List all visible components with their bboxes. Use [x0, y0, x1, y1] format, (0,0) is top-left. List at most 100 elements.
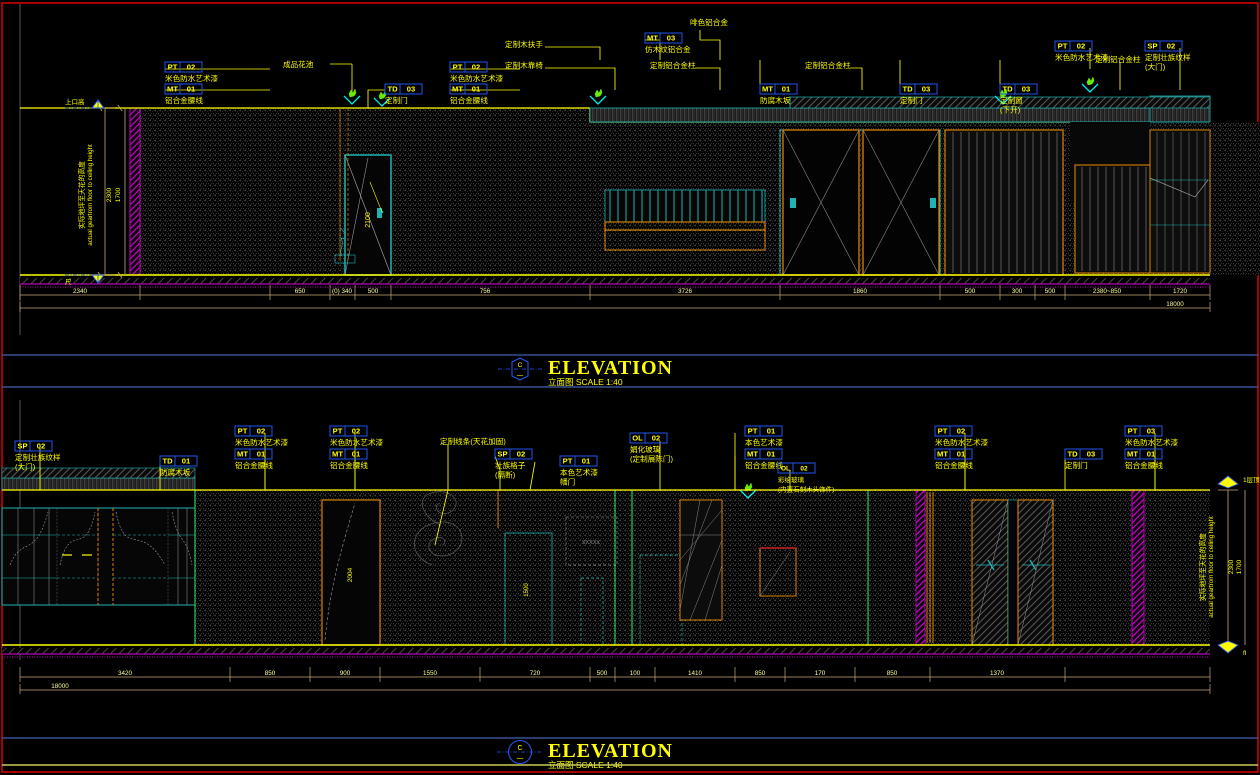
svg-text:MT: MT — [452, 84, 463, 93]
svg-text:米色防水艺术漆: 米色防水艺术漆 — [330, 437, 384, 447]
svg-text:18000: 18000 — [51, 683, 69, 690]
svg-text:MT: MT — [762, 84, 773, 93]
svg-text:定制木扶手: 定制木扶手 — [505, 39, 543, 49]
svg-text:TD: TD — [1002, 84, 1013, 93]
svg-text:01: 01 — [782, 84, 791, 93]
svg-text:本色艺术漆: 本色艺术漆 — [745, 437, 783, 447]
svg-text:18000: 18000 — [1166, 301, 1184, 308]
svg-text:2300: 2300 — [1228, 559, 1235, 574]
svg-text:定制铝合金柱: 定制铝合金柱 — [650, 60, 696, 70]
svg-text:上口高: 上口高 — [65, 97, 85, 106]
svg-text:500: 500 — [368, 288, 379, 295]
svg-text:PT: PT — [1058, 41, 1068, 50]
svg-text:铝合金腰线: 铝合金腰线 — [330, 460, 368, 470]
svg-text:TD: TD — [1067, 449, 1078, 458]
svg-text:500: 500 — [965, 288, 976, 295]
svg-text:ELEVATION: ELEVATION — [548, 740, 673, 762]
svg-text:(0) 340: (0) 340 — [332, 288, 352, 295]
svg-text:成品花池: 成品花池 — [283, 59, 314, 69]
svg-text:03: 03 — [667, 33, 675, 42]
svg-text:一: 一 — [517, 373, 524, 380]
svg-text:立面图 SCALE 1:40: 立面图 SCALE 1:40 — [548, 377, 623, 387]
svg-text:啡色铝合金: 啡色铝合金 — [690, 17, 728, 27]
svg-text:1层顶板: 1层顶板 — [1243, 475, 1260, 484]
svg-text:01: 01 — [582, 456, 591, 465]
svg-text:756: 756 — [480, 288, 491, 295]
svg-text:850: 850 — [755, 670, 766, 677]
svg-text:actual geartrom floor to ceili: actual geartrom floor to ceiling height — [87, 144, 94, 246]
svg-text:定制木靠椅: 定制木靠椅 — [505, 60, 543, 70]
svg-text:02: 02 — [472, 62, 480, 71]
svg-text:01: 01 — [472, 84, 481, 93]
svg-text:铝合金腰线: 铝合金腰线 — [1125, 460, 1163, 470]
svg-text:720: 720 — [530, 670, 541, 677]
svg-text:(下开): (下开) — [1000, 106, 1021, 115]
svg-text:500: 500 — [1045, 288, 1056, 295]
svg-text:01: 01 — [182, 456, 191, 465]
svg-text:定制门: 定制门 — [900, 95, 923, 105]
svg-text:米色防水艺术漆: 米色防水艺术漆 — [235, 437, 289, 447]
svg-text:SP: SP — [497, 449, 507, 458]
svg-text:PT: PT — [238, 426, 248, 435]
svg-text:02: 02 — [352, 426, 360, 435]
svg-text:MT: MT — [237, 449, 248, 458]
svg-text:03: 03 — [922, 84, 930, 93]
svg-text:01: 01 — [1147, 449, 1156, 458]
svg-text:铝合金腰线: 铝合金腰线 — [935, 460, 973, 470]
svg-text:02: 02 — [1077, 41, 1085, 50]
svg-text:(大门): (大门) — [1145, 62, 1166, 72]
svg-text:PT: PT — [748, 426, 758, 435]
svg-text:PT: PT — [453, 62, 463, 71]
svg-text:03: 03 — [1022, 84, 1030, 93]
svg-text:1550: 1550 — [423, 670, 438, 677]
svg-text:C: C — [517, 745, 522, 752]
svg-text:OL: OL — [781, 465, 790, 472]
svg-text:定制窗: 定制窗 — [1000, 95, 1023, 105]
svg-text:2300: 2300 — [106, 187, 113, 202]
svg-text:170: 170 — [815, 670, 826, 677]
svg-text:1860: 1860 — [853, 288, 868, 295]
svg-text:500: 500 — [597, 670, 608, 677]
svg-text:米色防水艺术漆: 米色防水艺术漆 — [1125, 437, 1179, 447]
svg-text:TD: TD — [387, 84, 398, 93]
svg-text:02: 02 — [37, 441, 45, 450]
svg-text:02: 02 — [1167, 41, 1175, 50]
svg-text:02: 02 — [257, 426, 265, 435]
svg-text:定制壮族纹样: 定制壮族纹样 — [15, 452, 61, 462]
svg-text:1700: 1700 — [1236, 559, 1243, 574]
svg-text:TD: TD — [162, 456, 173, 465]
svg-text:米色防水艺术漆: 米色防水艺术漆 — [935, 437, 989, 447]
svg-text:幡门: 幡门 — [560, 477, 575, 487]
svg-text:100: 100 — [630, 670, 641, 677]
svg-text:OL: OL — [632, 433, 643, 442]
svg-text:2100: 2100 — [365, 212, 372, 228]
svg-text:尺: 尺 — [65, 278, 72, 286]
svg-text:SP: SP — [17, 441, 27, 450]
svg-text:XXXXX: XXXXX — [582, 540, 601, 546]
svg-text:3726: 3726 — [678, 288, 693, 295]
svg-text:一: 一 — [517, 756, 524, 763]
svg-text:PT: PT — [563, 456, 573, 465]
svg-text:1700: 1700 — [115, 187, 122, 202]
svg-text:PT: PT — [1128, 426, 1138, 435]
svg-text:PT: PT — [333, 426, 343, 435]
svg-text:定制门: 定制门 — [1065, 460, 1088, 470]
svg-text:(定制展陈门): (定制展陈门) — [630, 454, 673, 464]
svg-text:PT: PT — [168, 62, 178, 71]
svg-text:03: 03 — [1087, 449, 1095, 458]
svg-text:米色防水艺术漆: 米色防水艺术漆 — [450, 73, 504, 83]
svg-text:防腐木坂: 防腐木坂 — [160, 467, 191, 477]
svg-text:MT: MT — [1127, 449, 1138, 458]
svg-text:定制铝合金柱: 定制铝合金柱 — [1095, 54, 1141, 64]
svg-text:02: 02 — [652, 433, 660, 442]
svg-text:C: C — [518, 362, 523, 369]
svg-text:01: 01 — [187, 84, 196, 93]
svg-text:(隔断): (隔断) — [495, 470, 516, 480]
svg-text:3420: 3420 — [118, 670, 133, 677]
svg-text:PT: PT — [938, 426, 948, 435]
svg-text:02: 02 — [800, 465, 808, 472]
svg-text:01: 01 — [957, 449, 966, 458]
svg-text:实际地坪至天花的高度: 实际地坪至天花的高度 — [1198, 533, 1207, 601]
svg-text:定制门: 定制门 — [385, 95, 408, 105]
svg-text:MT: MT — [747, 449, 758, 458]
